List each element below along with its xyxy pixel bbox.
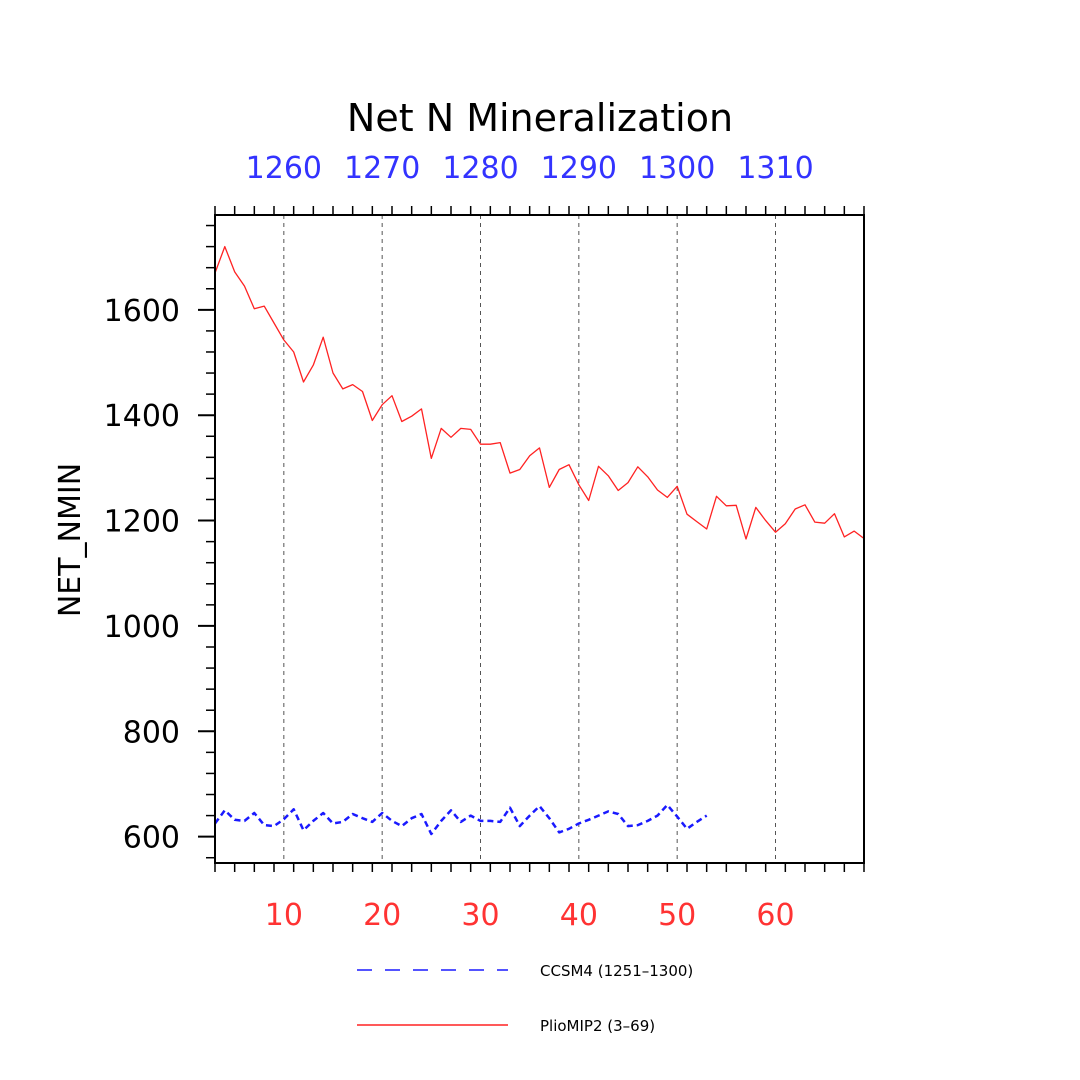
left-tick-label: 800 <box>123 715 180 750</box>
left-axis: 600 800 1000 1200 1400 1600 <box>104 294 180 856</box>
legend: CCSM4 (1251–1300) PlioMIP2 (3–69) <box>357 962 693 1035</box>
top-tick-label: 1270 <box>344 151 420 186</box>
bottom-tick-label: 10 <box>265 898 303 933</box>
legend-label: PlioMIP2 (3–69) <box>540 1017 655 1035</box>
legend-label: CCSM4 (1251–1300) <box>540 962 693 980</box>
bottom-tick-label: 30 <box>461 898 499 933</box>
y-axis-label: NET_NMIN <box>53 463 88 617</box>
left-tick-label: 1000 <box>104 610 180 645</box>
top-tick-label: 1280 <box>442 151 518 186</box>
plot-frame <box>214 214 865 864</box>
bottom-tick-label: 50 <box>658 898 696 933</box>
bottom-axis: 10 20 30 40 50 60 <box>265 898 795 933</box>
chart-title: Net N Mineralization <box>347 96 733 140</box>
left-tick-label: 1400 <box>104 399 180 434</box>
bottom-tick-label: 20 <box>363 898 401 933</box>
top-axis: 1260 1270 1280 1290 1300 1310 <box>246 151 814 186</box>
axis-ticks <box>198 206 865 872</box>
series-line-pliomip2 <box>214 245 865 540</box>
left-tick-label: 1600 <box>104 294 180 329</box>
top-tick-label: 1260 <box>246 151 322 186</box>
series-layer <box>213 245 865 836</box>
top-tick-label: 1300 <box>639 151 715 186</box>
bottom-tick-label: 40 <box>560 898 598 933</box>
left-tick-label: 1200 <box>104 505 180 540</box>
grid <box>283 215 776 863</box>
left-tick-label: 600 <box>123 821 180 856</box>
top-tick-label: 1290 <box>541 151 617 186</box>
series-line-ccsm4 <box>213 803 708 836</box>
bottom-tick-label: 60 <box>756 898 794 933</box>
top-tick-label: 1310 <box>737 151 813 186</box>
